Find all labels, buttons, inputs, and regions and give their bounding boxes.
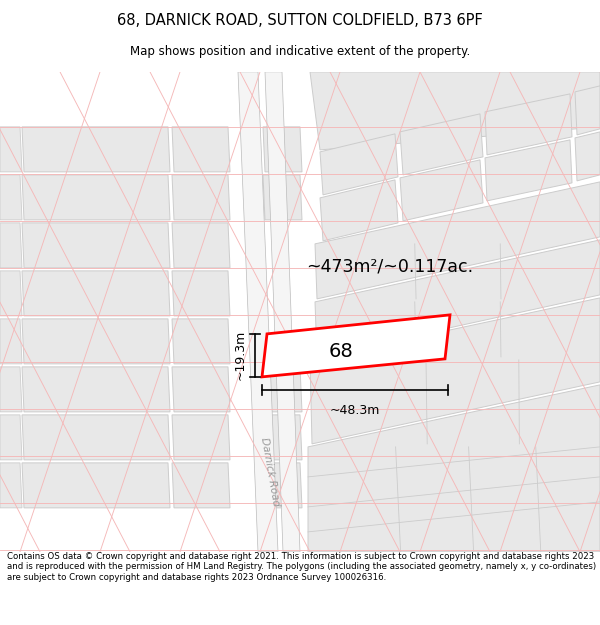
Polygon shape — [172, 127, 230, 172]
Polygon shape — [0, 367, 22, 412]
Polygon shape — [263, 127, 302, 172]
Text: Contains OS data © Crown copyright and database right 2021. This information is : Contains OS data © Crown copyright and d… — [7, 552, 596, 582]
Polygon shape — [172, 175, 230, 220]
Text: ~19.3m: ~19.3m — [234, 330, 247, 381]
Text: 68: 68 — [329, 342, 353, 361]
Polygon shape — [263, 367, 302, 412]
Polygon shape — [0, 271, 22, 316]
Polygon shape — [263, 415, 302, 460]
Polygon shape — [310, 298, 600, 444]
Polygon shape — [310, 72, 600, 150]
Polygon shape — [265, 72, 300, 552]
Polygon shape — [22, 127, 170, 172]
Polygon shape — [22, 319, 170, 364]
Polygon shape — [485, 94, 572, 155]
Polygon shape — [0, 319, 22, 364]
Polygon shape — [172, 271, 230, 316]
Polygon shape — [172, 367, 230, 412]
Polygon shape — [172, 415, 230, 460]
Polygon shape — [575, 86, 600, 135]
Polygon shape — [320, 180, 398, 241]
Polygon shape — [308, 385, 600, 552]
Polygon shape — [22, 175, 170, 220]
Polygon shape — [320, 134, 398, 195]
Polygon shape — [400, 114, 483, 175]
Polygon shape — [0, 415, 22, 460]
Polygon shape — [22, 415, 170, 460]
Polygon shape — [262, 315, 450, 377]
Text: ~473m²/~0.117ac.: ~473m²/~0.117ac. — [307, 258, 473, 276]
Polygon shape — [22, 367, 170, 412]
Polygon shape — [315, 182, 600, 299]
Polygon shape — [400, 160, 483, 221]
Polygon shape — [485, 140, 572, 201]
Text: Map shows position and indicative extent of the property.: Map shows position and indicative extent… — [130, 44, 470, 58]
Polygon shape — [0, 223, 22, 268]
Polygon shape — [22, 271, 170, 316]
Polygon shape — [172, 319, 230, 364]
Polygon shape — [263, 175, 302, 220]
Polygon shape — [315, 240, 600, 357]
Polygon shape — [0, 463, 22, 508]
Polygon shape — [575, 132, 600, 181]
Polygon shape — [238, 72, 278, 552]
Polygon shape — [172, 463, 230, 508]
Polygon shape — [263, 463, 302, 508]
Polygon shape — [22, 463, 170, 508]
Text: Darnick Road: Darnick Road — [259, 437, 281, 507]
Text: ~48.3m: ~48.3m — [330, 404, 380, 417]
Polygon shape — [22, 223, 170, 268]
Polygon shape — [0, 175, 22, 220]
Polygon shape — [172, 223, 230, 268]
Text: 68, DARNICK ROAD, SUTTON COLDFIELD, B73 6PF: 68, DARNICK ROAD, SUTTON COLDFIELD, B73 … — [117, 13, 483, 28]
Polygon shape — [0, 127, 22, 172]
